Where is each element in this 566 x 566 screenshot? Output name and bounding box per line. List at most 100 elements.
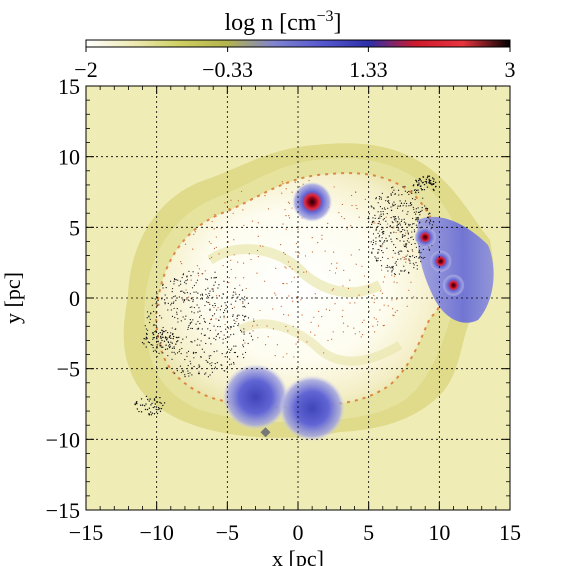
particle (378, 198, 381, 200)
particle (428, 217, 430, 219)
particle (152, 337, 155, 339)
particle (140, 411, 143, 413)
particle (164, 303, 166, 305)
internal-filament-2 (237, 319, 403, 366)
particle (199, 365, 201, 367)
particle (386, 223, 389, 225)
particle (272, 308, 274, 310)
particle (367, 218, 369, 220)
particle (237, 314, 239, 316)
particle (182, 299, 184, 301)
particle (413, 264, 415, 266)
particle (189, 323, 191, 325)
particle (162, 326, 164, 329)
particle (161, 329, 163, 331)
particle (195, 282, 197, 284)
particle (166, 367, 168, 369)
particle (191, 321, 193, 323)
particle (205, 342, 207, 345)
particle (205, 293, 207, 296)
particle (375, 228, 377, 230)
particle (381, 228, 383, 231)
particle (233, 306, 236, 308)
particle (285, 267, 287, 269)
particle (415, 246, 418, 248)
x-tick-labels: −15 −10 −5 0 5 10 15 (69, 520, 521, 545)
particle (413, 267, 415, 269)
particle (411, 223, 414, 225)
particle (186, 279, 189, 281)
particle (377, 202, 379, 204)
particle (334, 272, 337, 274)
particle (215, 339, 217, 341)
particle (294, 181, 296, 183)
particle (192, 271, 194, 273)
particle (425, 181, 428, 183)
particle (398, 218, 400, 220)
particle (427, 175, 429, 177)
particle (176, 370, 178, 372)
particle (423, 183, 426, 186)
particle (143, 337, 145, 340)
particle (382, 219, 384, 221)
particle (370, 205, 372, 207)
particle (408, 223, 410, 225)
particle (390, 194, 392, 196)
particle (239, 299, 241, 301)
particle (408, 258, 410, 260)
particle (177, 318, 179, 320)
particle (156, 412, 159, 415)
particle (235, 345, 237, 347)
particle (404, 256, 406, 259)
particle (152, 332, 154, 334)
particle (374, 222, 376, 224)
particle (208, 241, 210, 243)
particle (180, 283, 182, 285)
particle (228, 277, 230, 279)
particle (418, 249, 420, 251)
particle (257, 222, 259, 224)
particle (190, 341, 192, 343)
particle (283, 313, 285, 316)
particle (387, 266, 389, 268)
particle (336, 262, 338, 264)
particle (160, 346, 163, 348)
particle (209, 374, 211, 376)
particle (391, 221, 393, 223)
particle (350, 254, 352, 256)
particle (154, 331, 156, 333)
particle (415, 208, 417, 210)
particle (410, 204, 412, 207)
particle (228, 208, 230, 210)
particle (407, 250, 409, 253)
particle (401, 194, 403, 196)
particle (380, 265, 383, 267)
particle (407, 237, 409, 240)
particle (395, 264, 398, 266)
particle (310, 321, 312, 323)
particle (284, 253, 286, 255)
particle (303, 271, 305, 273)
x-tick-label: 0 (293, 520, 304, 545)
particle (176, 307, 178, 310)
particle (189, 322, 192, 324)
particle (168, 336, 171, 338)
particle (149, 411, 152, 413)
particle (171, 358, 173, 360)
particle (403, 258, 405, 260)
particle (402, 210, 404, 212)
particle (209, 319, 212, 321)
particle (182, 316, 184, 318)
particle (163, 299, 166, 301)
particle (391, 274, 393, 276)
particle (390, 217, 392, 219)
particle (384, 276, 386, 278)
particle (400, 250, 402, 252)
particle (375, 240, 377, 243)
particle (300, 299, 302, 301)
particle (253, 318, 255, 320)
particle (174, 278, 176, 280)
particle (382, 233, 384, 235)
particle (371, 206, 373, 208)
particle (421, 256, 423, 259)
